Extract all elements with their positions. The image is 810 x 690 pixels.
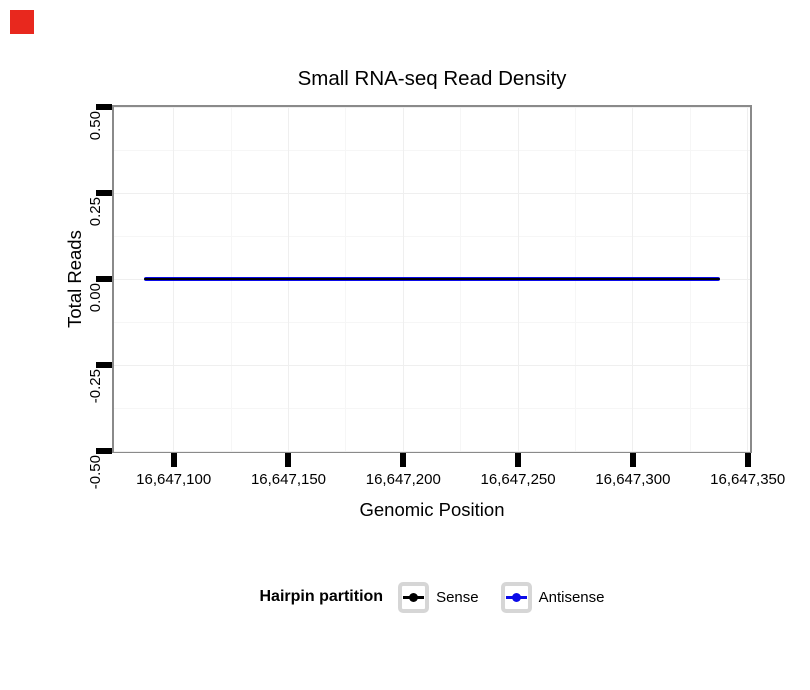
y-tick-mark (96, 448, 112, 454)
series-line-sense (143, 278, 721, 280)
y-tick-label: 0.00 (87, 283, 104, 313)
gridline-major-horizontal (114, 192, 750, 194)
x-tick-label: 16,647,350 (710, 471, 786, 488)
x-tick-label: 16,647,200 (365, 471, 441, 488)
legend-entry-antisense: Antisense (500, 581, 605, 613)
plot-panel (112, 105, 752, 453)
x-axis-title: Genomic Position (359, 499, 505, 520)
chart-title: Small RNA-seq Read Density (297, 67, 567, 90)
x-tick-label: 16,647,150 (250, 471, 327, 488)
x-tick-mark (629, 453, 636, 467)
red-square-marker (10, 10, 34, 34)
legend: Hairpin partition Sense Antisense (112, 579, 752, 615)
x-tick-label: 16,647,100 (136, 471, 212, 488)
x-tick-mark (744, 453, 751, 467)
y-tick-label: 0.50 (87, 111, 104, 141)
x-tick-mark (400, 453, 407, 467)
legend-entry-sense: Sense (398, 581, 501, 613)
legend-key-point-icon (511, 592, 521, 602)
legend-title: Hairpin partition (259, 588, 384, 605)
y-tick-label: -0.25 (87, 369, 104, 404)
legend-entries: Sense Antisense (398, 581, 605, 613)
y-tick-mark (96, 362, 112, 368)
gridline-major-horizontal (114, 450, 750, 452)
y-tick-mark (96, 276, 112, 282)
legend-key-point-icon (409, 592, 419, 602)
legend-label-antisense: Antisense (538, 588, 605, 606)
x-tick-mark (515, 453, 522, 467)
y-tick-label: -0.50 (87, 455, 104, 490)
x-tick-label: 16,647,250 (480, 471, 556, 488)
legend-key-antisense (500, 581, 532, 613)
gridline-minor-horizontal (114, 321, 750, 323)
gridline-minor-horizontal (114, 149, 750, 151)
x-tick-mark (170, 453, 177, 467)
y-tick-mark (96, 190, 112, 196)
x-tick-mark (285, 453, 292, 467)
y-tick-label: 0.25 (87, 197, 104, 227)
legend-key-sense (398, 581, 430, 613)
y-tick-mark (96, 104, 112, 110)
gridline-minor-horizontal (114, 235, 750, 237)
gridline-major-horizontal (114, 106, 750, 108)
y-axis-title: Total Reads (64, 230, 85, 328)
gridline-minor-horizontal (114, 407, 750, 409)
legend-label-sense: Sense (436, 588, 479, 606)
gridline-major-horizontal (114, 364, 750, 366)
x-tick-label: 16,647,300 (595, 471, 671, 488)
